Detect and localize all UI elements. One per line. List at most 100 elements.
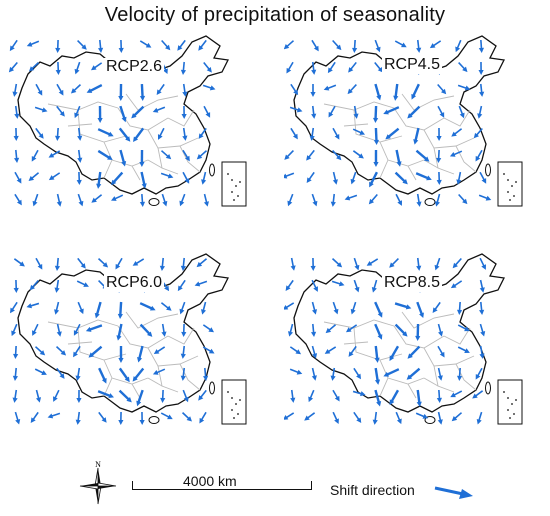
shift-direction-arrow [376, 94, 382, 101]
shift-direction-arrow [184, 178, 190, 184]
shift-direction-arrow [166, 305, 172, 311]
hainan-island [424, 198, 436, 206]
shift-direction-arrow [183, 396, 189, 403]
shift-direction-arrow [324, 349, 331, 354]
shift-direction-arrow [117, 313, 123, 319]
shift-direction-arrow [80, 263, 86, 269]
shift-direction-arrow [116, 335, 122, 341]
shift-direction-arrow [107, 155, 113, 160]
south-china-sea-inset [221, 379, 247, 425]
province-border [323, 101, 395, 111]
hainan-island [424, 416, 436, 424]
shift-direction-arrow [464, 326, 470, 332]
south-china-sea-inset [221, 161, 247, 207]
shift-direction-arrow [464, 85, 471, 91]
shift-direction-arrow [19, 261, 25, 267]
province-border [379, 359, 425, 385]
shift-direction-arrow [156, 89, 162, 95]
shift-direction-arrow [432, 307, 438, 313]
shift-direction-arrow [344, 195, 351, 201]
shift-direction-arrow [74, 112, 80, 119]
shift-direction-arrow [181, 113, 187, 119]
shift-direction-arrow [186, 416, 192, 422]
shift-direction-arrow [48, 152, 55, 158]
shift-direction-arrow [456, 309, 463, 315]
province-border [125, 311, 179, 329]
shift-direction-arrow [330, 201, 336, 207]
shift-direction-arrow [311, 113, 317, 119]
shift-direction-arrow [360, 391, 366, 397]
shift-direction-arrow [13, 135, 19, 141]
china-map [8, 35, 247, 207]
shift-direction-arrow [75, 375, 81, 381]
shift-direction-arrow [136, 400, 142, 407]
shift-direction-arrow [292, 133, 298, 140]
shift-direction-arrow [296, 107, 303, 113]
shift-direction-arrow [32, 330, 37, 336]
shift-direction-arrow [479, 353, 485, 359]
shift-direction-arrow [182, 91, 188, 97]
shift-direction-arrow [180, 69, 187, 75]
province-border [433, 147, 455, 175]
shift-direction-arrow [167, 173, 174, 179]
shift-direction-arrow [290, 265, 296, 271]
shift-direction-arrow [350, 178, 356, 185]
shift-direction-arrow [86, 88, 93, 93]
shift-direction-arrow [198, 133, 204, 139]
shift-direction-arrow [350, 308, 356, 315]
shift-direction-arrow [284, 304, 289, 310]
shift-direction-arrow [54, 287, 60, 293]
province-border [443, 109, 471, 127]
shift-direction-arrow [53, 396, 58, 402]
shift-direction-arrow [285, 285, 291, 291]
panel-label-rcp26: RCP2.6 [104, 58, 165, 76]
shift-direction-arrow [434, 201, 440, 207]
shift-direction-arrow [356, 373, 361, 380]
province-border [147, 347, 199, 367]
shift-direction-arrow [121, 116, 127, 123]
shift-direction-arrow [13, 353, 19, 359]
shift-direction-arrow [208, 327, 215, 333]
shift-direction-arrow [161, 331, 167, 337]
shift-direction-arrow [115, 263, 121, 270]
shift-direction-arrow [325, 327, 332, 334]
shift-direction-arrow [97, 47, 104, 53]
shift-direction-arrow [77, 157, 83, 163]
shift-direction-arrow [479, 287, 485, 293]
shift-direction-arrow [205, 112, 211, 118]
shift-direction-arrow [389, 262, 395, 268]
shift-direction-arrow [348, 67, 354, 73]
province-border [423, 377, 439, 387]
shift-direction-arrow [411, 93, 417, 100]
shift-direction-arrow [436, 179, 442, 185]
shift-direction-arrow [377, 67, 383, 73]
shift-direction-arrow [354, 264, 360, 271]
shift-direction-arrow [202, 375, 209, 381]
scale-bar [132, 474, 312, 494]
province-border [407, 383, 417, 399]
shift-direction-arrow [313, 286, 318, 292]
shift-direction-arrow [194, 281, 201, 287]
province-border [443, 327, 471, 345]
shift-direction-arrow [200, 309, 207, 315]
shift-direction-arrow [437, 419, 443, 425]
shift-direction-arrow [180, 353, 186, 359]
shift-direction-arrow [126, 397, 132, 403]
shift-direction-arrow [293, 89, 299, 96]
legend-arrow-icon [434, 486, 473, 499]
shift-direction-arrow [455, 46, 461, 53]
shift-direction-arrow [369, 181, 374, 188]
shift-direction-arrow [77, 135, 83, 141]
shift-direction-arrow [141, 183, 147, 189]
shift-direction-arrow [287, 200, 293, 207]
shift-direction-arrow [9, 45, 15, 52]
province-border [323, 319, 395, 329]
shift-direction-arrow [78, 308, 84, 315]
shift-direction-arrow [480, 331, 486, 337]
shift-direction-arrow [426, 175, 432, 181]
shift-direction-arrow [198, 395, 204, 401]
shift-direction-arrow [59, 373, 65, 379]
shift-direction-arrow [287, 331, 294, 337]
shift-direction-arrow [83, 282, 89, 287]
scale-bar-label: 4000 km [183, 473, 237, 489]
